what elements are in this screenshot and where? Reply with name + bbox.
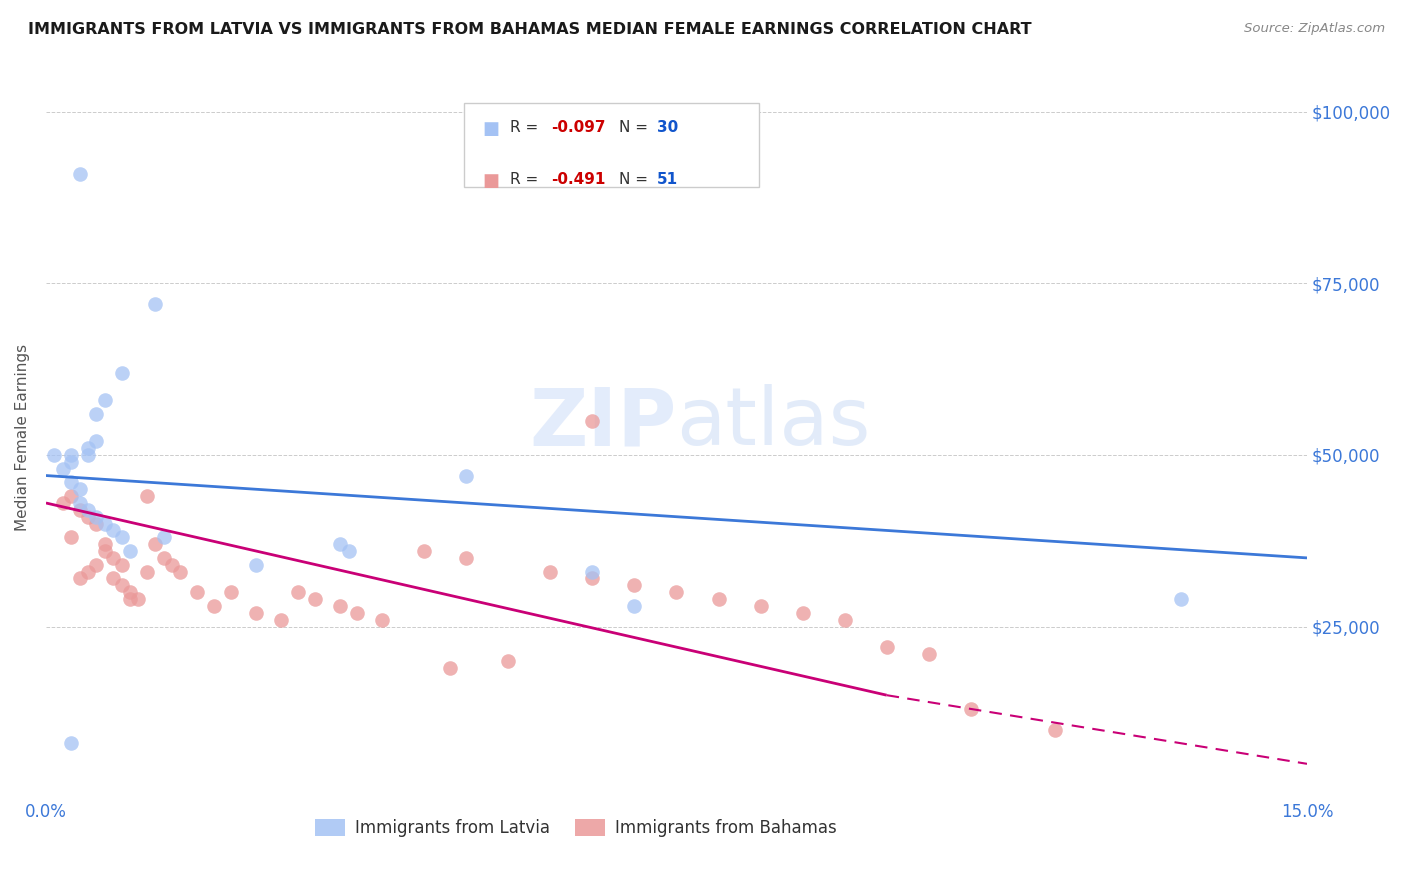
Point xyxy=(111,578,134,592)
Point xyxy=(135,489,157,503)
Point xyxy=(538,565,561,579)
Text: ZIP: ZIP xyxy=(529,384,676,462)
Point xyxy=(1170,592,1192,607)
Point xyxy=(346,606,368,620)
Point xyxy=(876,640,898,654)
Point xyxy=(103,524,125,538)
Point xyxy=(498,654,520,668)
Point xyxy=(86,509,108,524)
Point xyxy=(103,550,125,565)
Point xyxy=(118,592,141,607)
Text: 30: 30 xyxy=(657,120,678,136)
Text: -0.491: -0.491 xyxy=(551,172,606,187)
Point xyxy=(52,461,75,475)
Point xyxy=(186,585,208,599)
Point xyxy=(304,592,326,607)
Point xyxy=(94,516,117,531)
Point xyxy=(60,455,83,469)
Text: R =: R = xyxy=(510,120,544,136)
Point xyxy=(169,565,191,579)
Point xyxy=(60,530,83,544)
Point xyxy=(69,496,91,510)
Text: N =: N = xyxy=(619,172,652,187)
Point xyxy=(623,599,645,613)
Text: Source: ZipAtlas.com: Source: ZipAtlas.com xyxy=(1244,22,1385,36)
Point xyxy=(456,550,478,565)
Point xyxy=(111,558,134,572)
Point xyxy=(202,599,225,613)
Point xyxy=(456,468,478,483)
Point xyxy=(77,565,100,579)
Point xyxy=(111,530,134,544)
Point xyxy=(834,613,856,627)
Point xyxy=(86,407,108,421)
Point xyxy=(219,585,242,599)
Point xyxy=(77,503,100,517)
Point xyxy=(245,558,267,572)
Point xyxy=(86,516,108,531)
Point xyxy=(103,572,125,586)
Point xyxy=(127,592,149,607)
Point xyxy=(749,599,772,613)
Point xyxy=(94,544,117,558)
Point xyxy=(371,613,394,627)
Point xyxy=(69,503,91,517)
Point xyxy=(329,599,352,613)
Point xyxy=(581,565,603,579)
Point xyxy=(581,414,603,428)
Point xyxy=(581,572,603,586)
Text: -0.097: -0.097 xyxy=(551,120,606,136)
Point xyxy=(143,297,166,311)
Point xyxy=(77,448,100,462)
Point xyxy=(118,585,141,599)
Text: IMMIGRANTS FROM LATVIA VS IMMIGRANTS FROM BAHAMAS MEDIAN FEMALE EARNINGS CORRELA: IMMIGRANTS FROM LATVIA VS IMMIGRANTS FRO… xyxy=(28,22,1032,37)
Point xyxy=(337,544,360,558)
Legend: Immigrants from Latvia, Immigrants from Bahamas: Immigrants from Latvia, Immigrants from … xyxy=(308,813,844,844)
Point xyxy=(44,448,66,462)
Point xyxy=(69,483,91,497)
Point xyxy=(69,167,91,181)
Point xyxy=(270,613,292,627)
Point xyxy=(52,496,75,510)
Text: ■: ■ xyxy=(482,172,499,190)
Y-axis label: Median Female Earnings: Median Female Earnings xyxy=(15,344,30,532)
Point xyxy=(86,558,108,572)
Point xyxy=(959,702,981,716)
Text: R =: R = xyxy=(510,172,544,187)
Point xyxy=(1043,723,1066,737)
Point xyxy=(623,578,645,592)
Point xyxy=(160,558,183,572)
Point xyxy=(152,530,174,544)
Point xyxy=(792,606,814,620)
Point xyxy=(329,537,352,551)
Text: N =: N = xyxy=(619,120,652,136)
Point xyxy=(60,489,83,503)
Point xyxy=(60,448,83,462)
Point xyxy=(135,565,157,579)
Point xyxy=(86,434,108,449)
Point xyxy=(439,661,461,675)
Text: atlas: atlas xyxy=(676,384,870,462)
Point xyxy=(143,537,166,551)
Point xyxy=(918,647,941,661)
Point xyxy=(94,392,117,407)
Point xyxy=(69,572,91,586)
Point xyxy=(111,366,134,380)
Point xyxy=(287,585,309,599)
Point xyxy=(77,509,100,524)
Text: 51: 51 xyxy=(657,172,678,187)
Point xyxy=(707,592,730,607)
Point xyxy=(94,537,117,551)
Point xyxy=(60,736,83,750)
Point xyxy=(413,544,436,558)
Point xyxy=(245,606,267,620)
Point xyxy=(152,550,174,565)
Point xyxy=(118,544,141,558)
Point xyxy=(665,585,688,599)
Point xyxy=(60,475,83,490)
Point xyxy=(77,441,100,455)
Text: ■: ■ xyxy=(482,120,499,138)
